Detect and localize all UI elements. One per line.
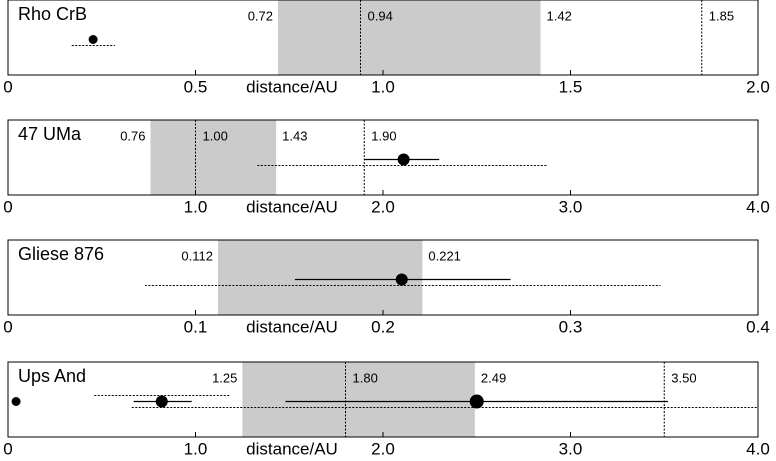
marker-label: 1.80: [353, 370, 378, 385]
x-tick-label: 0.3: [559, 317, 583, 336]
marker-label: 3.50: [671, 370, 696, 385]
x-tick-label: 0: [3, 77, 12, 96]
habitable-zone: [218, 240, 423, 315]
x-axis-label: distance/AU: [246, 439, 338, 458]
x-tick-label: 1.0: [371, 77, 395, 96]
planet: [88, 35, 98, 44]
x-tick-label: 3.0: [559, 439, 583, 458]
x-tick-label: 3.0: [559, 197, 583, 216]
panel-title: Rho CrB: [18, 4, 87, 24]
x-axis-label: distance/AU: [246, 197, 338, 216]
habitable-zone: [242, 362, 475, 437]
x-tick-label: 0: [3, 439, 12, 458]
panel: 1.25 2.49 1.80 3.50 Ups And 0 1.0 2.0 3.0 4.0 dist…: [3, 361, 770, 458]
x-axis-label: distance/AU: [246, 77, 338, 96]
zone-label: 0.112: [181, 248, 213, 263]
x-tick-label: 0.5: [184, 77, 208, 96]
zone-label: 0.76: [120, 128, 145, 143]
x-tick-label: 2.0: [746, 77, 770, 96]
x-tick-label: 0.2: [371, 317, 395, 336]
x-tick-label: 1.0: [184, 439, 208, 458]
marker-label: 1.85: [709, 8, 734, 23]
panel: 0.72 1.42 0.94 1.85 Rho CrB 0 0.5 1.0 1.5 2.0 dist…: [3, 0, 770, 96]
planet: [11, 397, 21, 406]
zone-label: 1.42: [547, 8, 572, 23]
panel-title: 47 UMa: [18, 124, 82, 144]
habitable-zone: [278, 0, 541, 75]
x-tick-label: 0.1: [184, 317, 208, 336]
planet: [397, 153, 410, 166]
x-tick-label: 0: [3, 317, 12, 336]
x-tick-label: 4.0: [746, 197, 770, 216]
x-tick-label: 0: [3, 197, 12, 216]
planet: [395, 273, 408, 286]
x-tick-label: 1.0: [184, 197, 208, 216]
zone-label: 1.25: [212, 370, 237, 385]
marker-label: 0.94: [368, 8, 393, 23]
x-tick-label: 4.0: [746, 439, 770, 458]
zone-label: 2.49: [481, 370, 506, 385]
panel: 0.76 1.43 1.00 1.90 47 UMa 0 1.0 2.0 3.0 4.0 dista…: [3, 119, 770, 216]
zone-label: 0.72: [248, 8, 273, 23]
x-tick-label: 0.4: [746, 317, 770, 336]
x-axis-label: distance/AU: [246, 317, 338, 336]
habitable-zone: [150, 120, 277, 195]
marker-label: 1.90: [371, 128, 396, 143]
x-tick-label: 1.5: [559, 77, 583, 96]
planet: [469, 394, 484, 409]
marker-label: 1.00: [203, 128, 228, 143]
panel: 0.112 0.221 Gliese 876 0 0.1 0.2 0.3 0.4 distanc…: [3, 239, 770, 336]
x-tick-label: 2.0: [371, 197, 395, 216]
x-tick-label: 2.0: [371, 439, 395, 458]
zone-label: 1.43: [282, 128, 307, 143]
planet: [155, 395, 168, 408]
panel-title: Gliese 876: [18, 244, 104, 264]
zone-label: 0.221: [428, 248, 461, 263]
panel-title: Ups And: [18, 366, 86, 386]
